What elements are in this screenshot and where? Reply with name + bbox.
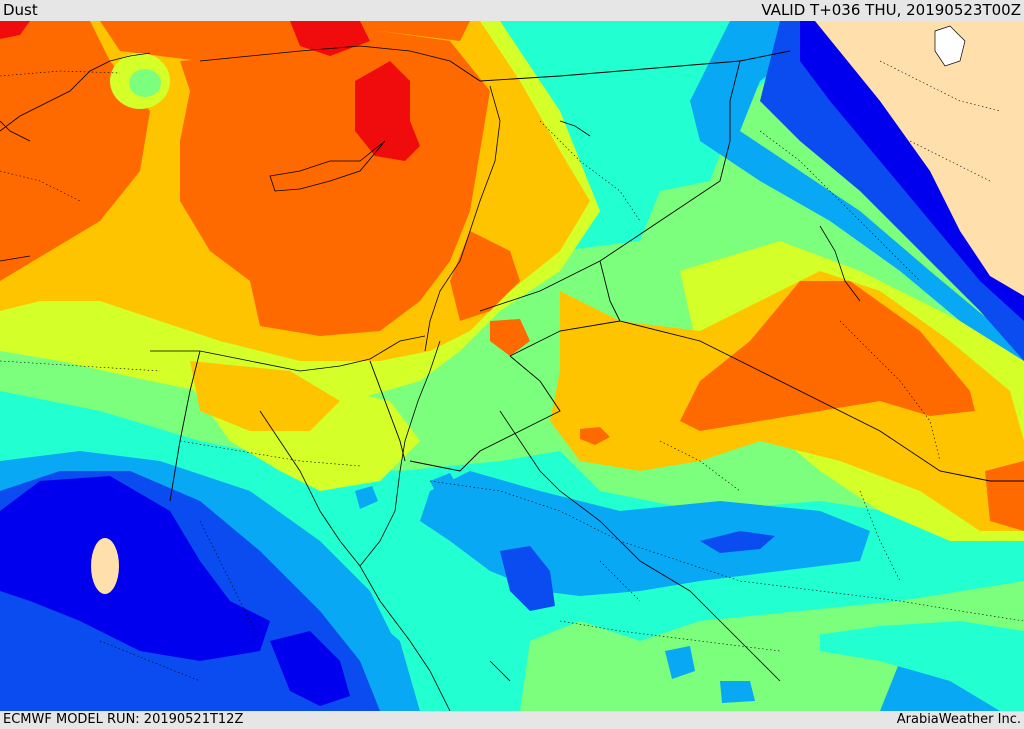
contour-green-lobe-inner	[129, 69, 161, 97]
contour-blue-arabia2	[700, 531, 775, 553]
model-run: ECMWF MODEL RUN: 20190521T12Z	[3, 712, 244, 727]
contour-orange-spot2	[580, 427, 610, 445]
contour-yellow-south	[190, 361, 340, 431]
contour-cyan-se	[820, 611, 1024, 711]
contour-navy-east	[800, 21, 1024, 321]
field-name: Dust	[3, 1, 38, 19]
country-borders	[169, 50, 1024, 502]
contour-light-blue-east	[690, 21, 1024, 381]
contour-orange-east	[680, 281, 975, 431]
contour-orange-main	[180, 31, 490, 336]
contour-clear-sw-spot	[91, 538, 119, 594]
contour-blue-arabia1	[500, 546, 555, 611]
contour-orange-top	[100, 21, 470, 61]
admin-borders	[0, 60, 1024, 682]
contour-orange-levant	[450, 231, 520, 321]
footer-bar: ECMWF MODEL RUN: 20190521T12Z ArabiaWeat…	[0, 711, 1024, 729]
credit-text: ArabiaWeather Inc.	[896, 712, 1021, 727]
contour-orange-spot1	[490, 319, 530, 356]
title-bar: Dust VALID T+036 THU, 20190523T00Z	[0, 0, 1024, 21]
contour-orange-spot3	[985, 461, 1024, 531]
contour-red-corner	[0, 21, 30, 39]
coast-detail-east	[934, 25, 966, 67]
contour-blue-east	[760, 21, 1024, 361]
contour-navy-sw	[0, 476, 270, 661]
contour-navy-sw2	[270, 631, 350, 706]
contour-red-turkey	[355, 61, 420, 161]
contour-red-top	[290, 21, 370, 56]
contour-light-green-se	[800, 586, 1024, 636]
valid-time: VALID T+036 THU, 20190523T00Z	[761, 1, 1021, 19]
contour-clear-east	[815, 21, 1024, 296]
dust-forecast-map	[0, 21, 1024, 711]
